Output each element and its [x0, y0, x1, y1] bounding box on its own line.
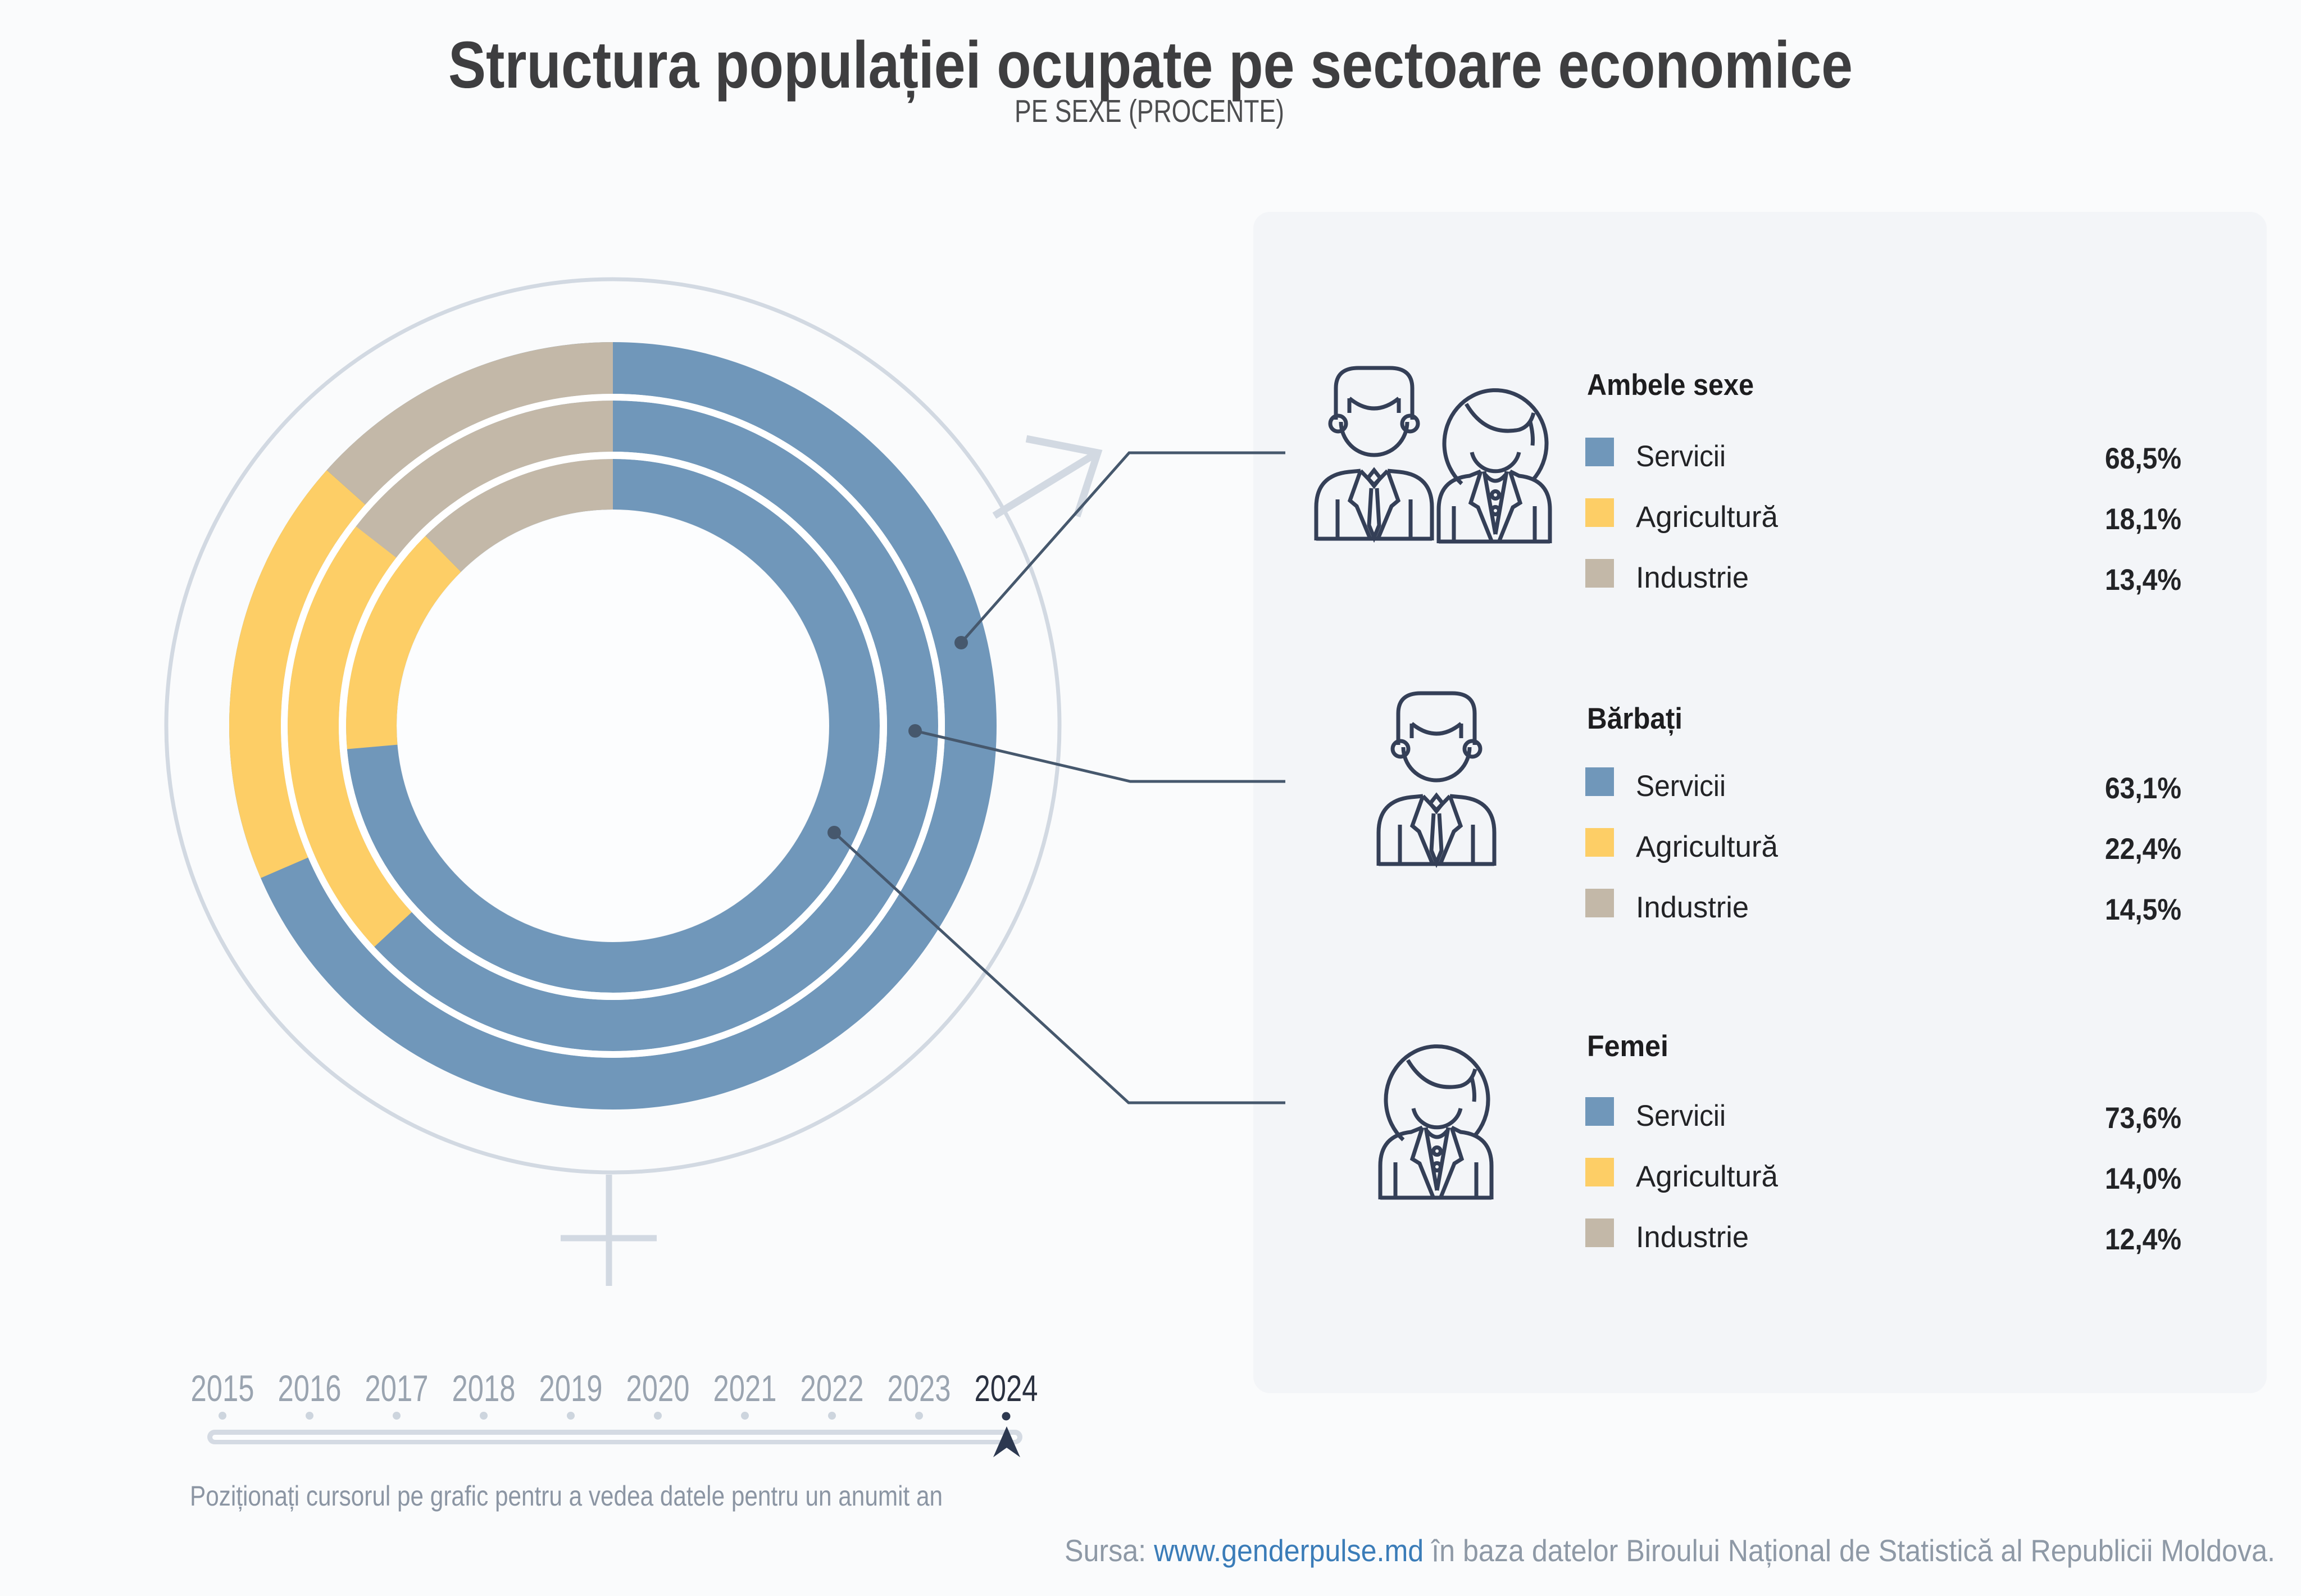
svg-text:Agricultură: Agricultură	[1636, 830, 1779, 863]
svg-text:14,0%: 14,0%	[2105, 1162, 2181, 1195]
svg-text:2020: 2020	[626, 1367, 690, 1409]
svg-text:Bărbați: Bărbați	[1587, 702, 1682, 736]
svg-text:Industrie: Industrie	[1636, 561, 1749, 594]
svg-text:Industrie: Industrie	[1636, 891, 1749, 924]
svg-text:73,6%: 73,6%	[2105, 1102, 2181, 1135]
svg-text:2015: 2015	[191, 1367, 254, 1409]
svg-text:2018: 2018	[452, 1367, 516, 1409]
svg-text:Poziționați cursorul pe grafic: Poziționați cursorul pe grafic pentru a …	[190, 1480, 943, 1512]
svg-text:Industrie: Industrie	[1636, 1221, 1749, 1254]
svg-text:2024: 2024	[975, 1367, 1038, 1409]
svg-text:18,1%: 18,1%	[2105, 503, 2181, 536]
svg-text:Sursa: www.genderpulse.md în b: Sursa: www.genderpulse.md în baza datelo…	[1065, 1533, 2275, 1568]
svg-text:2022: 2022	[801, 1367, 864, 1409]
svg-text:13,4%: 13,4%	[2105, 563, 2181, 597]
svg-text:Agricultură: Agricultură	[1636, 1160, 1779, 1193]
svg-text:PE SEXE (PROCENTE): PE SEXE (PROCENTE)	[1015, 93, 1284, 129]
svg-text:2021: 2021	[713, 1367, 777, 1409]
svg-text:2023: 2023	[888, 1367, 951, 1409]
svg-text:Servicii: Servicii	[1636, 1099, 1726, 1133]
svg-text:Agricultură: Agricultură	[1636, 501, 1779, 534]
svg-text:12,4%: 12,4%	[2105, 1223, 2181, 1256]
svg-text:2016: 2016	[278, 1367, 342, 1409]
svg-text:Structura populației ocupate p: Structura populației ocupate pe sectoare…	[448, 28, 1853, 103]
svg-text:Ambele sexe: Ambele sexe	[1587, 369, 1754, 402]
svg-text:63,1%: 63,1%	[2105, 772, 2181, 805]
svg-text:2019: 2019	[539, 1367, 603, 1409]
svg-text:Servicii: Servicii	[1636, 770, 1726, 803]
svg-text:68,5%: 68,5%	[2105, 442, 2181, 475]
svg-text:14,5%: 14,5%	[2105, 893, 2181, 926]
svg-text:Femei: Femei	[1587, 1030, 1668, 1063]
svg-text:Servicii: Servicii	[1636, 440, 1726, 473]
svg-text:2017: 2017	[365, 1367, 429, 1409]
svg-text:22,4%: 22,4%	[2105, 833, 2181, 866]
